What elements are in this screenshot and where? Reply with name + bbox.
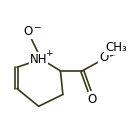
Text: O: O (87, 93, 97, 106)
Text: O: O (23, 25, 32, 38)
Text: NH: NH (30, 53, 47, 66)
Text: O: O (99, 51, 109, 64)
Text: +: + (45, 49, 53, 58)
Text: CH₃: CH₃ (105, 41, 127, 54)
Text: −: − (33, 23, 40, 32)
